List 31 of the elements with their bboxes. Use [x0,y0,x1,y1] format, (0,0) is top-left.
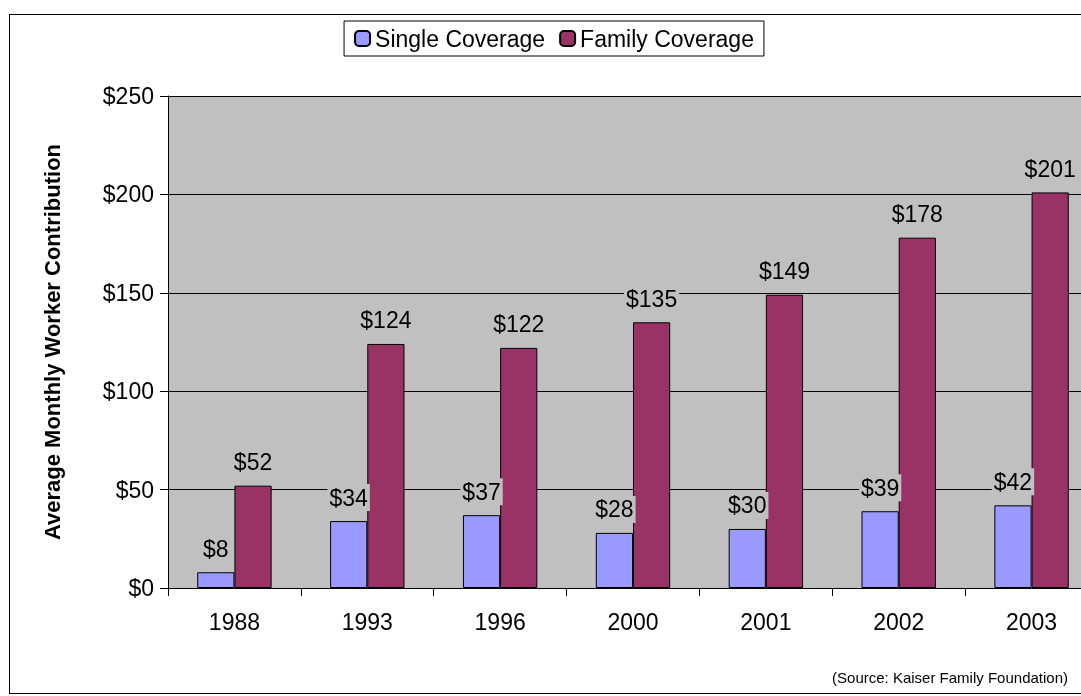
y-tick-label: $200 [102,181,154,208]
y-tick-label: $50 [115,476,154,503]
data-label: $149 [758,258,811,285]
data-label: $201 [1024,155,1076,182]
y-tick-label: $0 [128,575,154,601]
x-tick-label: 2003 [1005,608,1058,635]
data-label: $34 [329,484,369,511]
x-tick-label: 1996 [474,608,526,635]
y-tick-label: $150 [102,279,154,306]
y-tick-label: $100 [102,378,154,405]
data-label: $52 [233,449,273,476]
data-label: $135 [626,285,678,312]
data-label: $124 [360,307,412,334]
y-axis-title: Average Monthly Worker Contribution [39,143,65,541]
x-tick-label: 1993 [341,608,393,635]
y-tick-label: $250 [102,83,154,109]
data-label: $30 [728,492,767,519]
data-label: $178 [891,201,943,228]
data-label: $39 [860,474,900,501]
text: (Source: Kaiser Family Foundation) [832,669,1069,686]
data-label: $122 [493,311,545,338]
data-label: $37 [462,478,501,505]
x-tick-label: 2001 [740,608,792,635]
x-tick-label: 1988 [208,608,261,635]
legend-label: Family Coverage [580,25,754,52]
data-label: $28 [595,496,634,523]
data-label: $8 [203,535,229,562]
x-tick-label: 2000 [607,608,659,635]
data-label: $42 [993,468,1033,495]
legend-label: Single Coverage [375,25,546,52]
x-tick-label: 2002 [873,608,925,635]
